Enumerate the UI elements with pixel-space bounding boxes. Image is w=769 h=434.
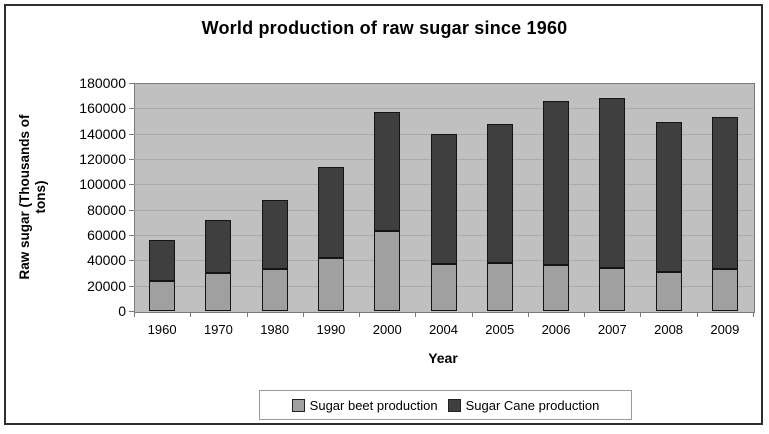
y-tick-mark [129, 83, 134, 84]
bar-2009-cane [711, 117, 738, 270]
x-tick-label: 2005 [485, 322, 515, 337]
legend-label-sugar-beet: Sugar beet production [309, 397, 438, 413]
x-tick-mark [359, 312, 361, 317]
x-tick-mark [134, 312, 135, 317]
x-tick-mark [415, 312, 417, 317]
x-tick-mark [190, 312, 192, 317]
y-tick-label: 20000 [87, 277, 126, 294]
x-tick-mark [640, 312, 642, 317]
bar-2008-beet [655, 271, 682, 311]
legend-label-sugar-cane: Sugar Cane production [465, 397, 600, 413]
y-tick-label: 0 [118, 303, 126, 319]
bar-1980-cane [261, 199, 288, 270]
bar-1960-cane [149, 240, 176, 281]
y-tick-label: 60000 [87, 227, 126, 243]
y-tick-label: 140000 [79, 125, 126, 142]
legend-swatch-sugar-cane-icon [447, 398, 461, 412]
y-tick-label: 180000 [79, 75, 126, 91]
y-tick-label: 160000 [79, 100, 126, 117]
y-tick-mark [129, 159, 134, 160]
x-tick-mark [471, 312, 473, 317]
y-tick-mark [129, 108, 134, 110]
legend-item-sugar-cane: Sugar Cane production [447, 397, 600, 413]
y-axis-title: Raw sugar (Thousands of tons) [17, 114, 49, 279]
legend: Sugar beet production Sugar Cane product… [259, 390, 632, 420]
bar-2007-cane [599, 98, 626, 268]
legend-swatch-sugar-beet-icon [291, 398, 305, 412]
bar-2000-beet [374, 231, 401, 311]
x-tick-label: 1960 [147, 322, 177, 337]
bar-1990-beet [317, 257, 344, 311]
legend-item-sugar-beet: Sugar beet production [291, 397, 438, 413]
y-tick-mark [129, 285, 134, 287]
bar-2004-cane [430, 133, 457, 265]
x-tick-label: 1980 [260, 322, 290, 337]
bar-2006-cane [543, 100, 570, 266]
bar-1960-beet [149, 280, 176, 311]
x-tick-label: 2006 [541, 322, 571, 337]
x-tick-mark [753, 312, 754, 317]
y-tick-mark [129, 133, 134, 135]
x-tick-mark [696, 312, 698, 317]
y-axis-title-line2: tons) [33, 180, 48, 214]
bar-1970-cane [205, 219, 232, 273]
bar-2005-beet [486, 262, 513, 311]
y-tick-mark [129, 235, 134, 236]
bar-1970-beet [205, 273, 232, 311]
chart-title: World production of raw sugar since 1960 [201, 18, 568, 38]
y-tick-mark [129, 209, 134, 211]
y-tick-mark [129, 311, 134, 312]
bar-1980-beet [261, 269, 288, 311]
x-tick-label: 2004 [429, 322, 458, 337]
x-tick-mark [302, 312, 304, 317]
bar-2005-cane [486, 123, 513, 263]
y-tick-mark [129, 184, 134, 186]
bar-2008-cane [655, 122, 682, 272]
bar-2000-cane [374, 112, 401, 232]
x-tick-label: 2009 [710, 322, 740, 337]
x-tick-label: 1990 [316, 322, 346, 337]
y-tick-label: 100000 [79, 176, 126, 193]
gridline [134, 108, 753, 110]
bar-2004-beet [430, 264, 457, 311]
x-tick-label: 2000 [372, 322, 402, 337]
x-tick-mark [584, 312, 586, 317]
bar-2009-beet [711, 269, 738, 311]
bar-2006-beet [543, 265, 570, 311]
x-tick-mark [246, 312, 248, 317]
y-tick-label: 80000 [87, 201, 126, 218]
x-tick-label: 2007 [597, 322, 627, 337]
x-axis-title: Year [428, 350, 458, 366]
x-tick-label: 2008 [654, 322, 684, 337]
bar-1990-cane [317, 166, 344, 258]
y-axis-title-line1: Raw sugar (Thousands of [17, 114, 32, 280]
x-tick-mark [527, 312, 529, 317]
y-tick-label: 120000 [79, 151, 126, 167]
y-tick-mark [129, 260, 134, 262]
x-tick-label: 1970 [203, 322, 233, 337]
y-tick-label: 40000 [87, 252, 126, 269]
bar-2007-beet [599, 267, 626, 311]
